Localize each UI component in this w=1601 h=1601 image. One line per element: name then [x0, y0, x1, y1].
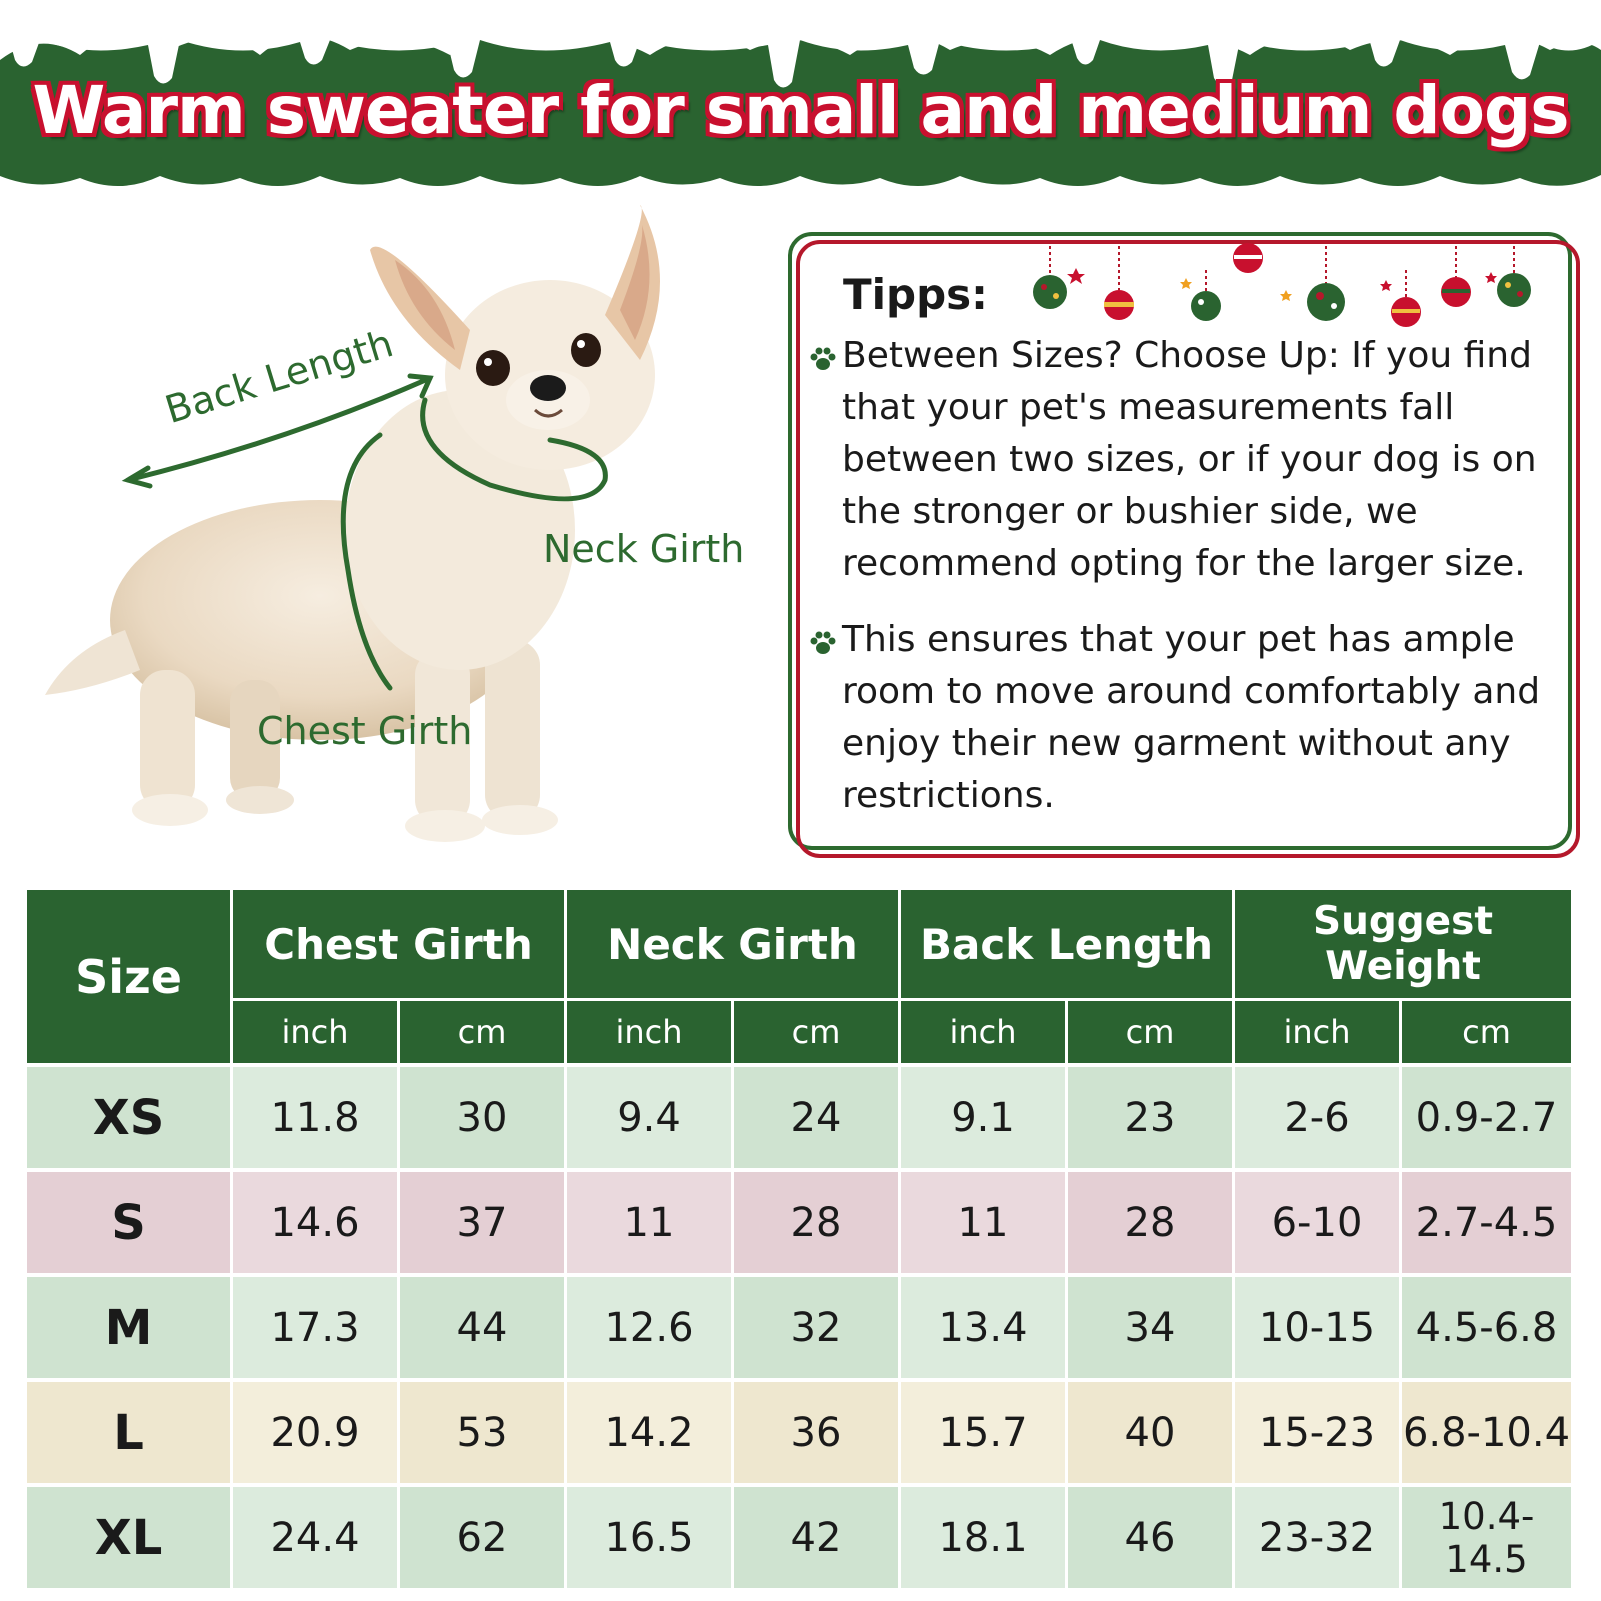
table-cell: 11	[901, 1168, 1068, 1273]
table-cell: 10-15	[1235, 1273, 1402, 1378]
unit-header: inch	[901, 998, 1068, 1063]
measurement-lines	[121, 373, 608, 691]
dog-measurement-diagram	[45, 205, 660, 842]
table-cell: 34	[1068, 1273, 1235, 1378]
table-cell: 18.1	[901, 1483, 1068, 1588]
table-row: XS 11.8 30 9.4 24 9.1 23 2-6 0.9-2.7	[27, 1063, 1571, 1168]
table-cell: 40	[1068, 1378, 1235, 1483]
table-cell: 2-6	[1235, 1063, 1402, 1168]
size-cell: XL	[27, 1483, 233, 1588]
tip-text: This ensures that your pet has ample roo…	[842, 619, 1541, 816]
table-cell: 15-23	[1235, 1378, 1402, 1483]
size-cell: S	[27, 1168, 233, 1273]
table-cell: 53	[400, 1378, 567, 1483]
tips-title: Tipps:	[843, 270, 988, 319]
table-cell: 36	[734, 1378, 901, 1483]
paw-icon	[810, 347, 836, 370]
size-chart-table: Size Chest Girth Neck Girth Back Length …	[27, 890, 1571, 1588]
table-row: M 17.3 44 12.6 32 13.4 34 10-15 4.5-6.8	[27, 1273, 1571, 1378]
table-cell: 14.6	[233, 1168, 400, 1273]
unit-header: inch	[567, 998, 734, 1063]
neck-girth-header: Neck Girth	[567, 890, 901, 998]
unit-header: cm	[1402, 998, 1571, 1063]
table-row: L 20.9 53 14.2 36 15.7 40 15-23 6.8-10.4	[27, 1378, 1571, 1483]
table-header-row: Size Chest Girth Neck Girth Back Length …	[27, 890, 1571, 1063]
size-cell: L	[27, 1378, 233, 1483]
unit-header: inch	[1235, 998, 1402, 1063]
table-cell: 23-32	[1235, 1483, 1402, 1588]
size-cell: M	[27, 1273, 233, 1378]
table-cell: 37	[400, 1168, 567, 1273]
table-cell: 20.9	[233, 1378, 400, 1483]
tips-box	[788, 232, 1580, 858]
table-cell: 9.4	[567, 1063, 734, 1168]
unit-header: cm	[1068, 998, 1235, 1063]
neck-girth-line	[420, 397, 608, 502]
neck-girth-label: Neck Girth	[543, 527, 745, 571]
back-length-line	[125, 375, 433, 483]
paw-icon	[810, 631, 836, 654]
chest-girth-label: Chest Girth	[257, 709, 473, 753]
table-cell: 4.5-6.8	[1402, 1273, 1571, 1378]
table-cell: 42	[734, 1483, 901, 1588]
table-cell: 14.2	[567, 1378, 734, 1483]
table-cell: 12.6	[567, 1273, 734, 1378]
suggest-weight-header: Suggest Weight	[1235, 890, 1571, 998]
table-cell: 9.1	[901, 1063, 1068, 1168]
table-cell: 46	[1068, 1483, 1235, 1588]
table-subheader-row: inch cm inch cm inch cm inch cm	[27, 998, 1571, 1063]
tip-item: Between Sizes? Choose Up: If you find th…	[808, 330, 1568, 590]
dog-illustration	[45, 205, 660, 842]
table-cell: 44	[400, 1273, 567, 1378]
table-cell: 10.4-14.5	[1402, 1483, 1571, 1588]
table-cell: 13.4	[901, 1273, 1068, 1378]
chest-girth-line	[340, 432, 393, 691]
back-length-header: Back Length	[901, 890, 1235, 998]
size-header: Size	[27, 890, 233, 1063]
table-cell: 24	[734, 1063, 901, 1168]
table-row: S 14.6 37 11 28 11 28 6-10 2.7-4.5	[27, 1168, 1571, 1273]
table-cell: 24.4	[233, 1483, 400, 1588]
snow-banner	[0, 0, 1601, 200]
unit-header: inch	[233, 998, 400, 1063]
table-cell: 30	[400, 1063, 567, 1168]
table-cell: 6.8-10.4	[1402, 1378, 1571, 1483]
table-cell: 11.8	[233, 1063, 400, 1168]
table-cell: 2.7-4.5	[1402, 1168, 1571, 1273]
table-cell: 28	[1068, 1168, 1235, 1273]
table-cell: 11	[567, 1168, 734, 1273]
size-cell: XS	[27, 1063, 233, 1168]
table-row: XL 24.4 62 16.5 42 18.1 46 23-32 10.4-14…	[27, 1483, 1571, 1588]
christmas-ornaments-icon	[1033, 240, 1531, 327]
table-cell: 32	[734, 1273, 901, 1378]
table-cell: 17.3	[233, 1273, 400, 1378]
unit-header: cm	[400, 998, 567, 1063]
table-cell: 6-10	[1235, 1168, 1402, 1273]
table-cell: 16.5	[567, 1483, 734, 1588]
table-cell: 15.7	[901, 1378, 1068, 1483]
chest-girth-header: Chest Girth	[233, 890, 567, 998]
unit-header: cm	[734, 998, 901, 1063]
table-cell: 28	[734, 1168, 901, 1273]
banner-title: Warm sweater for small and medium dogs	[32, 72, 1569, 149]
table-cell: 0.9-2.7	[1402, 1063, 1571, 1168]
tip-item: This ensures that your pet has ample roo…	[808, 614, 1568, 822]
table-cell: 23	[1068, 1063, 1235, 1168]
tip-text: Between Sizes? Choose Up: If you find th…	[842, 335, 1537, 584]
table-cell: 62	[400, 1483, 567, 1588]
